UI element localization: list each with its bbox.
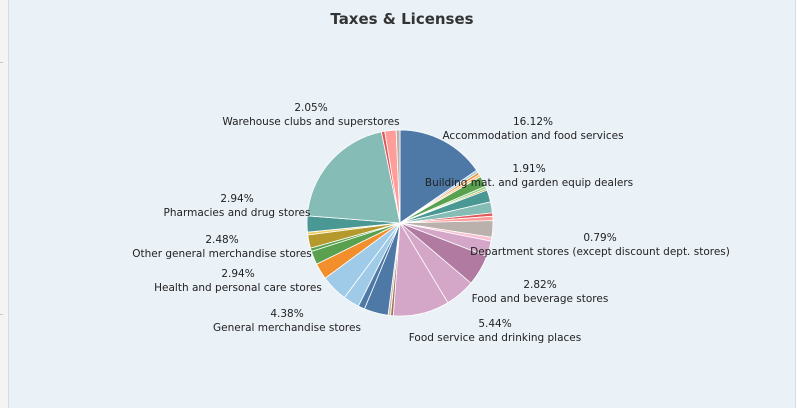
slice-percent-label: 2.82% — [523, 279, 556, 291]
slice-category-label: Food and beverage stores — [472, 293, 609, 305]
slice-category-label: Food service and drinking places — [409, 332, 582, 344]
pie-slice[interactable] — [306, 131, 401, 224]
slice-percent-label: 2.05% — [294, 102, 327, 114]
slice-category-label: Department stores (except discount dept.… — [470, 246, 730, 258]
slice-category-label: Building mat. and garden equip dealers — [425, 177, 633, 189]
slice-percent-label: 2.94% — [220, 193, 253, 205]
slice-percent-label: 1.91% — [512, 163, 545, 175]
slice-percent-label: 5.44% — [478, 318, 511, 330]
slice-category-label: Health and personal care stores — [154, 282, 322, 294]
slice-percent-label: 2.48% — [205, 234, 238, 246]
left-edge-strip — [0, 0, 8, 408]
pie-slice[interactable] — [395, 129, 401, 224]
pie-slices — [306, 129, 494, 317]
slice-percent-label: 2.94% — [221, 268, 254, 280]
slice-category-label: Other general merchandise stores — [132, 248, 312, 260]
edge-tick — [0, 62, 3, 63]
slice-category-label: Accommodation and food services — [442, 130, 623, 142]
slice-percent-label: 0.79% — [583, 232, 616, 244]
pie-labels: 16.12% Accommodation and food services 1.9… — [132, 102, 730, 344]
slice-category-label: Pharmacies and drug stores — [164, 207, 311, 219]
pie-slice[interactable] — [399, 129, 478, 224]
edge-tick — [0, 314, 3, 315]
slice-percent-label: 4.38% — [270, 308, 303, 320]
chart-title: Taxes & Licenses — [330, 10, 474, 28]
slice-category-label: Warehouse clubs and superstores — [222, 116, 399, 128]
slice-percent-label: 16.12% — [513, 116, 553, 128]
slice-category-label: General merchandise stores — [213, 322, 361, 334]
